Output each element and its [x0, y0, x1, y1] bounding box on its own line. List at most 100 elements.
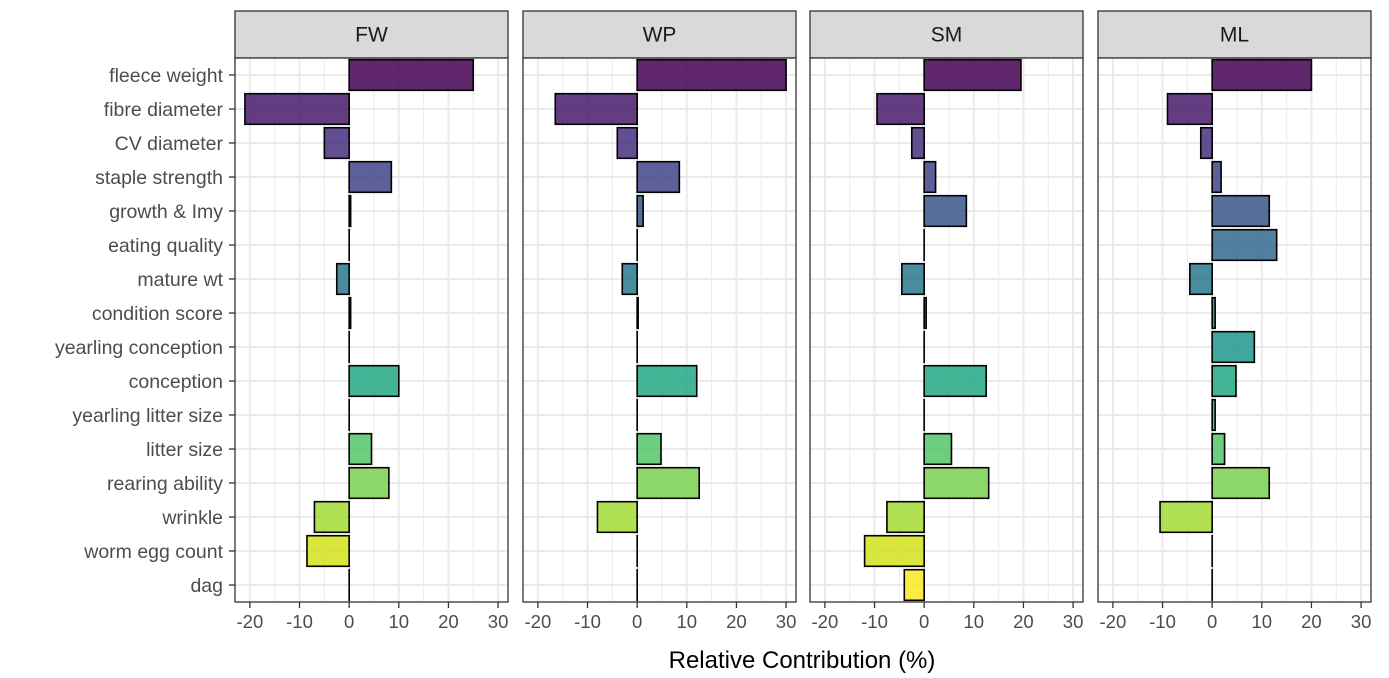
bar-fw-1	[244, 92, 350, 126]
bar-ml-11	[1211, 432, 1226, 466]
x-tick-label: 0	[919, 611, 929, 632]
bar-wp-2	[616, 126, 638, 160]
bar-fw-7	[348, 296, 352, 330]
facet-strip-label: FW	[355, 24, 388, 47]
bar-sm-11	[923, 432, 953, 466]
bar-fw-14	[306, 534, 350, 568]
bar-ml-8	[1211, 330, 1256, 364]
category-label: fleece weight	[109, 65, 223, 87]
bar-wp-11	[636, 432, 662, 466]
x-tick-label: 10	[389, 611, 410, 632]
panel-background	[810, 58, 1083, 602]
facet-panel-wp: WP -20 -10 0 10 20 30	[522, 10, 797, 632]
category-label: CV diameter	[115, 133, 224, 155]
bar-ml-2	[1199, 126, 1213, 160]
x-tick-label: 10	[677, 611, 698, 632]
x-tick-label: -20	[812, 611, 839, 632]
facet-strip-label: SM	[931, 24, 963, 47]
bar-sm-7	[923, 296, 927, 330]
x-tick-label: -20	[525, 611, 552, 632]
bar-wp-4	[636, 194, 644, 228]
bar-sm-2	[910, 126, 925, 160]
x-tick-label: 20	[726, 611, 747, 632]
bar-ml-5	[1211, 228, 1278, 262]
category-label: litter size	[146, 439, 223, 461]
facet-strip-fw	[234, 10, 509, 59]
bar-sm-13	[886, 500, 925, 534]
y-axis: fleece weight fibre diameter CV diameter st…	[55, 65, 235, 597]
category-label: dag	[190, 575, 223, 597]
x-tick-label: 0	[344, 611, 354, 632]
x-tick-label: 30	[488, 611, 509, 632]
bar-wp-13	[596, 500, 638, 534]
bar-fw-9	[348, 364, 400, 398]
bar-sm-0	[923, 58, 1022, 92]
category-label: worm egg count	[83, 541, 223, 563]
bar-sm-9	[923, 364, 988, 398]
x-tick-label: -10	[286, 611, 313, 632]
bar-wp-3	[636, 160, 681, 194]
x-tick-label: -10	[1149, 611, 1176, 632]
bar-ml-6	[1189, 262, 1213, 296]
x-tick-label: -20	[237, 611, 264, 632]
bar-fw-4	[348, 194, 352, 228]
bar-sm-14	[863, 534, 925, 568]
bar-wp-6	[621, 262, 638, 296]
facet-strip-label: WP	[643, 24, 677, 47]
bar-ml-4	[1211, 194, 1271, 228]
facet-panel-sm: SM -20 -10 0 10 20 30	[809, 10, 1084, 632]
bar-wp-7	[636, 296, 639, 330]
bar-ml-0	[1211, 58, 1313, 92]
category-label: fibre diameter	[104, 99, 224, 121]
bar-fw-6	[335, 262, 350, 296]
bar-sm-1	[876, 92, 925, 126]
panel-background	[523, 58, 796, 602]
panel-background	[235, 58, 508, 602]
bar-wp-9	[636, 364, 698, 398]
bar-sm-12	[923, 466, 990, 500]
x-tick-label: 20	[438, 611, 459, 632]
bar-ml-13	[1159, 500, 1213, 534]
facet-strip-label: ML	[1220, 24, 1249, 47]
bar-ml-9	[1211, 364, 1237, 398]
bar-fw-3	[348, 160, 393, 194]
x-tick-label: 30	[1351, 611, 1372, 632]
facet-panel-fw: FW -20 -10 0 10 20 30	[234, 10, 509, 632]
category-label: yearling litter size	[72, 405, 223, 427]
x-tick-label: 0	[632, 611, 642, 632]
x-axis-title: Relative Contribution (%)	[669, 647, 936, 674]
category-label: staple strength	[95, 167, 223, 189]
facet-strip-wp	[522, 10, 797, 59]
bar-fw-2	[323, 126, 350, 160]
bar-ml-1	[1166, 92, 1213, 126]
bar-fw-13	[313, 500, 350, 534]
category-label: wrinkle	[161, 507, 223, 529]
x-tick-label: 10	[964, 611, 985, 632]
panel-border	[522, 57, 797, 603]
panel-border	[1097, 57, 1372, 603]
bar-sm-4	[923, 194, 968, 228]
x-tick-label: -10	[861, 611, 888, 632]
x-tick-label: -20	[1100, 611, 1127, 632]
category-label: yearling conception	[55, 337, 223, 359]
panel-border	[809, 57, 1084, 603]
bar-fw-0	[348, 58, 475, 92]
category-label: rearing ability	[107, 473, 223, 495]
bar-ml-7	[1211, 296, 1216, 330]
x-tick-label: 20	[1013, 611, 1034, 632]
panel-border	[234, 57, 509, 603]
bar-sm-6	[901, 262, 925, 296]
category-label: conception	[129, 371, 223, 393]
x-tick-label: 20	[1301, 611, 1322, 632]
bar-sm-15	[903, 568, 925, 602]
bar-wp-12	[636, 466, 701, 500]
bar-ml-3	[1211, 160, 1222, 194]
facet-strip-ml	[1097, 10, 1372, 59]
bar-sm-3	[923, 160, 937, 194]
bar-wp-1	[554, 92, 638, 126]
bar-wp-0	[636, 58, 787, 92]
bar-ml-12	[1211, 466, 1271, 500]
bar-fw-12	[348, 466, 390, 500]
facet-strip-sm	[809, 10, 1084, 59]
